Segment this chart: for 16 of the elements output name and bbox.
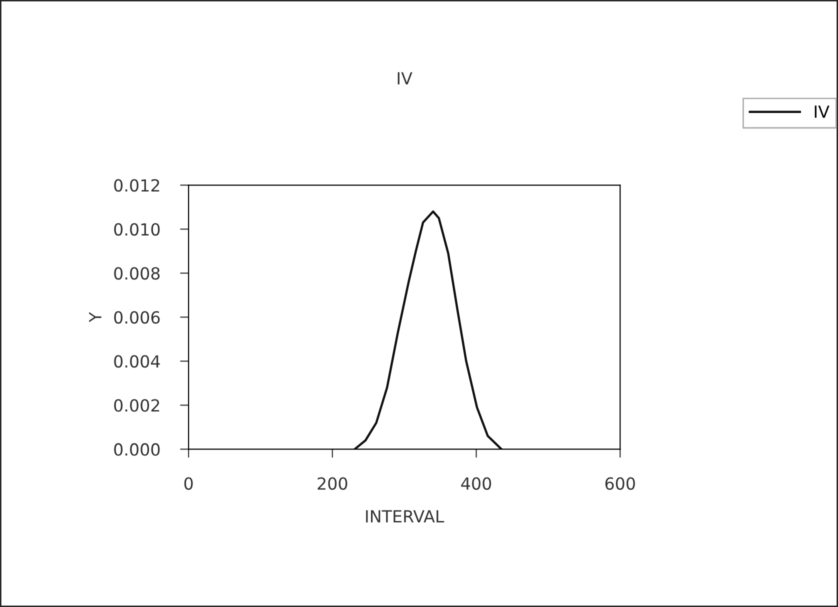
x-tick-label: 200	[318, 477, 348, 490]
y-tick-label: 0.012	[114, 179, 160, 192]
y-tick-label: 0.004	[114, 355, 160, 368]
y-tick-label: 0.000	[114, 443, 160, 456]
legend-label: IV	[814, 106, 830, 118]
y-tick-label: 0.006	[114, 311, 160, 324]
x-tick-label: 0	[184, 477, 193, 490]
x-tick-label: 600	[605, 477, 635, 490]
x-tick-label: 400	[461, 477, 492, 490]
x-axis-title: INTERVAL	[366, 510, 444, 522]
y-tick-label: 0.002	[114, 399, 160, 412]
y-tick-label: 0.010	[114, 223, 160, 236]
y-tick-label: 0.008	[114, 267, 160, 280]
chart-title: IV	[398, 72, 412, 84]
y-axis-title: Y	[89, 312, 102, 322]
line-series	[354, 210, 503, 450]
